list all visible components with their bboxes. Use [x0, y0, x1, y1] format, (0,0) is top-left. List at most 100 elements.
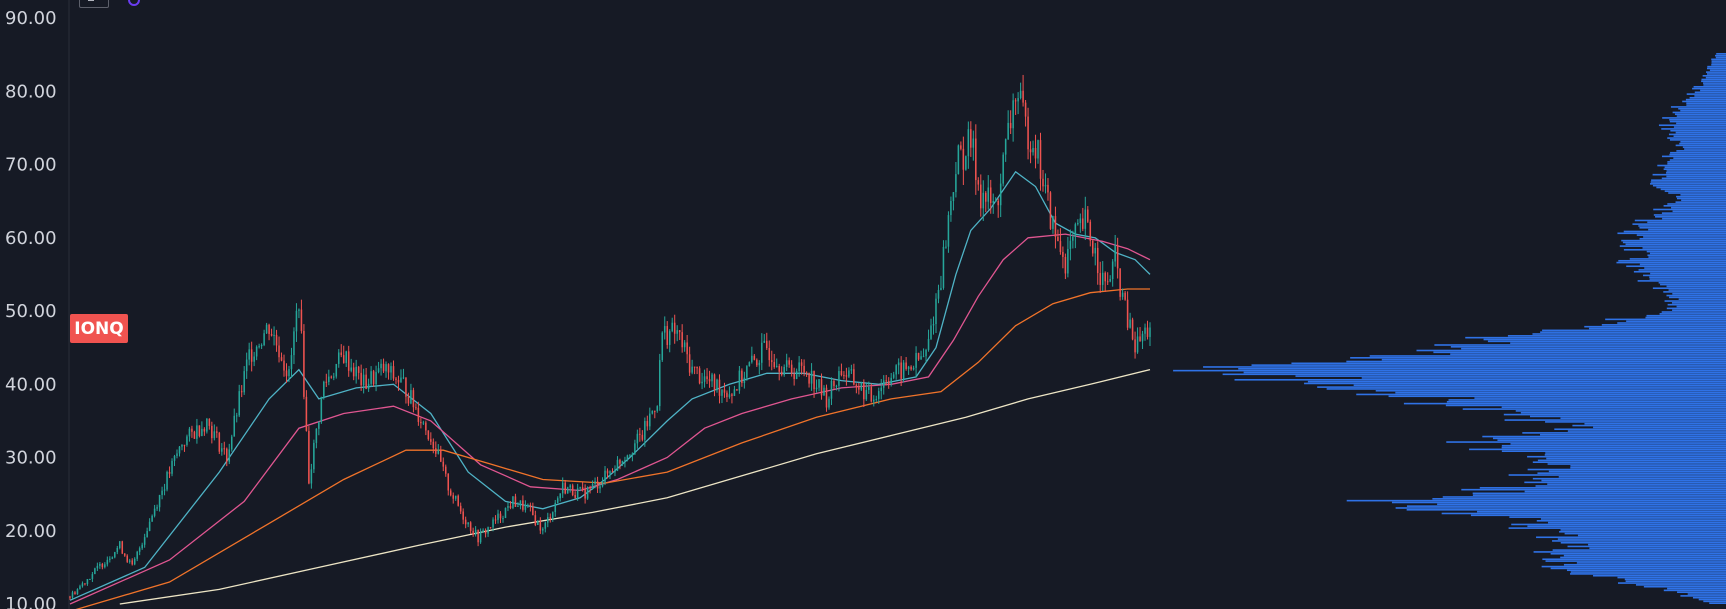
volume-bar — [1567, 545, 1726, 548]
candle-body — [683, 342, 686, 348]
candle-body — [263, 333, 265, 346]
candle-body — [634, 443, 636, 454]
y-tick-label: 70.00 — [5, 155, 57, 176]
candle-body — [492, 519, 494, 528]
candle-body — [417, 407, 420, 422]
candle-body — [469, 522, 472, 531]
candle-body — [300, 309, 303, 331]
volume-bar — [1547, 483, 1726, 485]
volume-bar — [1622, 241, 1726, 244]
volume-bar — [1668, 289, 1726, 291]
volume-bar — [1669, 296, 1726, 299]
volume-bar — [1652, 173, 1726, 176]
volume-bar — [1584, 325, 1726, 328]
candle-body — [459, 505, 462, 512]
volume-bar — [1550, 552, 1726, 555]
candle-body — [114, 552, 116, 558]
candle-body — [79, 586, 81, 590]
candle-body — [168, 472, 171, 474]
volume-bar — [1304, 382, 1726, 385]
candle-body — [723, 389, 726, 393]
volume-bar — [1671, 206, 1726, 209]
candle-body — [902, 362, 905, 379]
volume-bar — [1670, 106, 1726, 108]
candle-body — [253, 356, 255, 362]
candle-body — [1069, 240, 1072, 249]
candle-body — [440, 450, 442, 462]
candle-body — [345, 351, 347, 363]
candle-body — [223, 448, 226, 450]
volume-bar — [1682, 146, 1726, 149]
candle-body — [173, 456, 176, 461]
volume-bar — [1479, 487, 1726, 489]
candles — [69, 74, 1151, 600]
volume-bar — [1649, 252, 1726, 255]
volume-bar — [1564, 532, 1726, 535]
candle-body — [69, 596, 71, 598]
candle-body — [1012, 100, 1014, 129]
candle-body — [591, 483, 594, 489]
volume-bar — [1540, 331, 1726, 333]
volume-bar — [1659, 313, 1726, 315]
toolbar-button[interactable] — [79, 0, 109, 8]
candle-body — [1067, 248, 1069, 274]
volume-bar — [1676, 195, 1726, 198]
candle-body — [639, 433, 641, 435]
candle-body — [472, 530, 474, 535]
candle-body — [1149, 327, 1151, 337]
volume-bar — [1675, 131, 1726, 134]
candle-body — [138, 548, 141, 552]
candle-body — [270, 333, 273, 336]
candle-body — [151, 515, 153, 522]
candle-body — [1139, 336, 1141, 342]
candle-body — [1022, 90, 1024, 103]
candle-body — [900, 362, 902, 379]
volume-bar — [1522, 432, 1726, 434]
volume-bar — [1676, 305, 1726, 308]
candle-body — [778, 365, 780, 372]
candle-body — [1044, 184, 1047, 187]
candle-body — [355, 366, 357, 377]
candle-body — [741, 370, 743, 384]
candle-body — [701, 381, 703, 384]
volume-bar — [1643, 236, 1726, 238]
candle-body — [972, 138, 975, 148]
volume-bar — [1503, 413, 1726, 416]
volume-bar — [1663, 168, 1726, 170]
candle-body — [997, 200, 999, 206]
volume-bar — [1450, 353, 1726, 355]
candle-body — [382, 363, 385, 372]
volume-bar — [1450, 346, 1726, 348]
candle-body — [94, 568, 96, 575]
candle-body — [619, 459, 621, 464]
candle-body — [629, 455, 631, 457]
candle-body — [845, 375, 848, 377]
volume-bar — [1593, 426, 1726, 429]
candle-body — [295, 310, 298, 332]
candle-body — [402, 377, 405, 379]
candle-body — [163, 489, 166, 491]
y-tick-label: 50.00 — [5, 301, 57, 322]
candle-body — [1144, 327, 1146, 334]
volume-bar — [1222, 373, 1726, 376]
candle-body — [965, 156, 967, 170]
candle-body — [594, 481, 596, 484]
volume-bar — [1369, 355, 1726, 357]
candle-body — [848, 370, 850, 377]
volume-bar — [1714, 54, 1726, 57]
candle-body — [838, 371, 840, 386]
volume-bar — [1532, 461, 1726, 463]
candle-body — [1049, 192, 1052, 229]
candle-body — [763, 340, 766, 343]
candle-body — [698, 368, 701, 384]
candle-body — [425, 422, 427, 431]
volume-bar — [1375, 389, 1726, 392]
volume-bar — [1547, 463, 1726, 465]
candle-body — [1119, 268, 1121, 297]
candle-body — [1002, 154, 1004, 184]
volume-bar — [1661, 128, 1726, 130]
candle-body — [427, 430, 430, 440]
volume-bar — [1658, 124, 1726, 127]
volume-bar — [1646, 314, 1726, 317]
